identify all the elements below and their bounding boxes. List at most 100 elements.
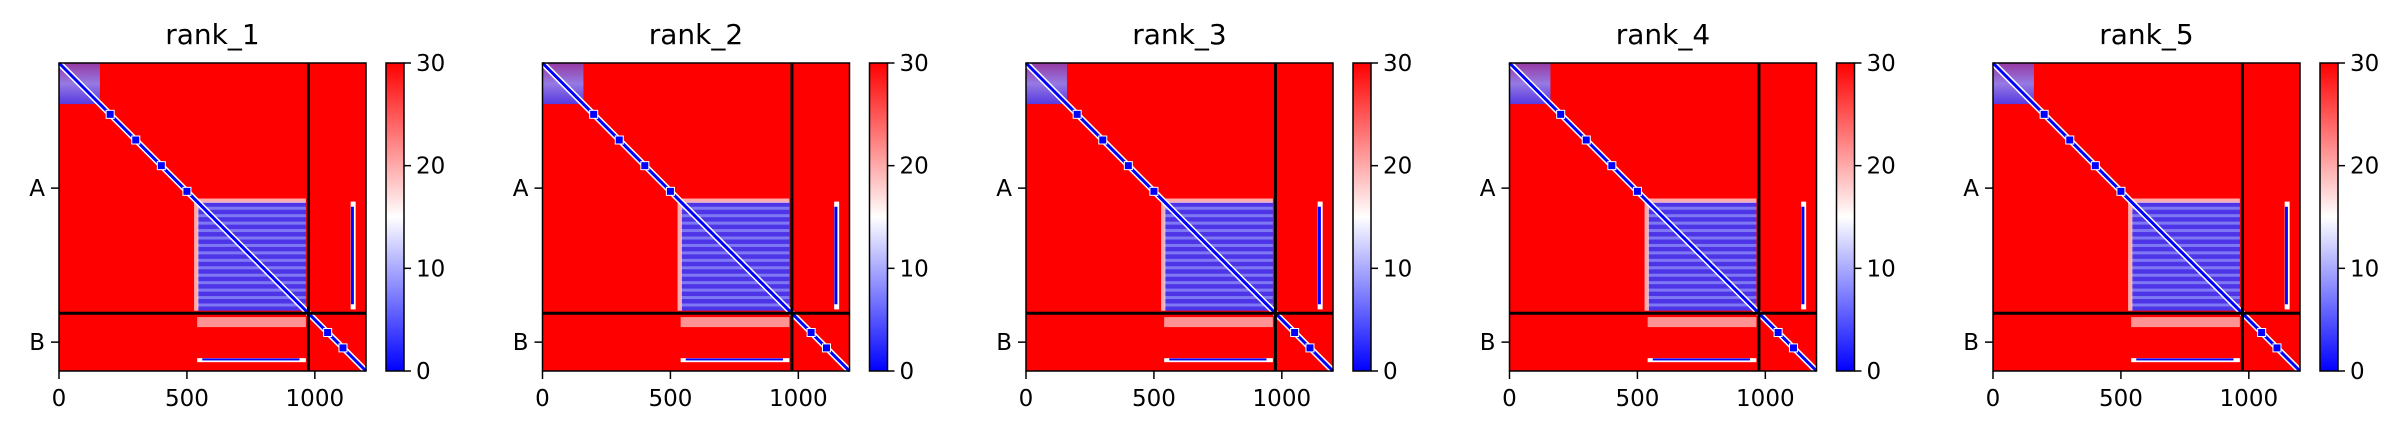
x-tick-label: 500	[165, 386, 209, 412]
heatmap-texture-stripe	[2131, 229, 2240, 233]
heatmap-texture-stripe	[680, 303, 790, 307]
heatmap-block-edge-left	[677, 201, 682, 311]
heatmap-texture-stripe	[2131, 243, 2240, 247]
heatmap-diagonal-node	[665, 186, 675, 196]
heatmap-texture-stripe	[2131, 303, 2240, 307]
heatmap-texture-stripe	[197, 266, 306, 270]
heatmap-diagonal-node	[1098, 135, 1108, 145]
colorbar	[386, 63, 404, 371]
heatmap-block-edge-top	[1647, 198, 1757, 203]
heatmap-diagonal-node	[2257, 328, 2267, 337]
panel-title: rank_5	[2099, 18, 2193, 51]
colorbar-frame	[868, 62, 889, 372]
heatmap-texture-stripe	[1164, 273, 1273, 277]
heatmap-texture-stripe	[1647, 273, 1757, 277]
heatmap-texture-stripe	[197, 236, 306, 240]
heatmap-texture-stripe	[680, 229, 790, 233]
heatmap-texture-stripe	[680, 214, 790, 218]
colorbar	[2320, 63, 2338, 371]
heatmap-diagonal-node	[806, 328, 816, 337]
heatmap-row-feature-core	[685, 358, 783, 361]
x-tick-label: 1000	[286, 386, 345, 412]
heatmap-column-feature-core	[1317, 206, 1321, 305]
heatmap-diagonal-node	[182, 186, 192, 196]
heatmap-row-feature-core	[202, 358, 300, 361]
heatmap-column-feature-core	[834, 206, 838, 305]
heatmap-texture-stripe	[197, 273, 306, 277]
heatmap-texture-stripe	[1647, 243, 1757, 247]
heatmap-column-feature-core	[2284, 206, 2288, 305]
heatmap-texture-stripe	[2131, 281, 2240, 285]
colorbar-frame	[1835, 62, 1856, 372]
heatmap-texture-stripe	[680, 296, 790, 300]
heatmap-texture-stripe	[1164, 243, 1273, 247]
heatmap-texture-stripe	[197, 296, 306, 300]
heatmap-diagonal-node	[1773, 328, 1783, 337]
panel-1: rank_1 0 500 1000 A B 0 10 20 30	[29, 18, 445, 412]
colorbar-tick-label: 20	[1383, 154, 1412, 180]
heatmap-texture-stripe	[1647, 236, 1757, 240]
heatmap-texture-stripe	[2131, 266, 2240, 270]
y-tick-label: A	[513, 176, 529, 202]
heatmap-texture-stripe	[2131, 288, 2240, 292]
plot-frame	[58, 62, 367, 372]
plot-frame	[1025, 62, 1334, 372]
heatmap-block-edge-top	[680, 198, 790, 203]
heatmap-texture-stripe	[197, 281, 306, 285]
heatmap-row-band	[2131, 317, 2240, 328]
heatmap-block-edge-left	[1161, 201, 1166, 311]
colorbar-tick-label: 0	[900, 359, 915, 385]
panel-5: rank_5 0 500 1000 A B 0 10 20 30	[1963, 18, 2379, 412]
heatmap-diagonal-node	[105, 109, 115, 119]
colorbar-tick-label: 0	[1867, 359, 1882, 385]
heatmap-texture-stripe	[1164, 229, 1273, 233]
heatmap-texture-stripe	[197, 229, 306, 233]
colorbar-tick-label: 30	[1383, 51, 1412, 77]
colorbar-tick-label: 0	[416, 359, 431, 385]
heatmap-texture-stripe	[197, 303, 306, 307]
heatmap-diagonal-node	[1149, 186, 1159, 196]
heatmap-row-feature-core	[1652, 358, 1750, 361]
heatmap-texture-stripe	[680, 221, 790, 225]
x-tick-label: 500	[1132, 386, 1176, 412]
panel-title: rank_1	[165, 18, 259, 51]
plot-frame	[1992, 62, 2301, 372]
heatmap-texture-stripe	[1164, 303, 1273, 307]
heatmap-texture-stripe	[680, 236, 790, 240]
colorbar-tick-label: 0	[2350, 359, 2365, 385]
y-tick-label: A	[1480, 176, 1496, 202]
heatmap-block-edge-top	[2131, 198, 2240, 203]
heatmap-texture-stripe	[1164, 288, 1273, 292]
heatmap-diagonal-node	[614, 135, 624, 145]
colorbar	[1836, 63, 1855, 371]
heatmap-diagonal-node	[2090, 161, 2100, 171]
heatmap-diagonal-node	[1581, 135, 1591, 145]
heatmap-texture-stripe	[197, 221, 306, 225]
heatmap-diagonal-node	[1607, 161, 1617, 171]
x-tick-label: 500	[648, 386, 692, 412]
colorbar-tick-label: 30	[416, 51, 445, 77]
x-tick-label: 0	[1019, 386, 1034, 412]
colorbar-tick-label: 30	[900, 51, 929, 77]
colorbar-tick-label: 20	[1867, 154, 1896, 180]
heatmap-texture-stripe	[1647, 266, 1757, 270]
heatmap-diagonal-node	[1556, 109, 1566, 119]
heatmap-texture-stripe	[1164, 221, 1273, 225]
heatmap-texture-stripe	[1164, 266, 1273, 270]
heatmap-diagonal-node	[640, 161, 650, 171]
heatmap-column-feature-core	[350, 206, 354, 305]
x-tick-label: 0	[52, 386, 67, 412]
heatmap-texture-stripe	[1164, 281, 1273, 285]
plot-frame	[1508, 62, 1818, 372]
heatmap-row-band	[1164, 317, 1273, 328]
panel-3: rank_3 0 500 1000 A B 0 10 20 30	[996, 18, 1412, 412]
heatmap-texture-stripe	[680, 288, 790, 292]
panel-title: rank_2	[649, 18, 743, 51]
y-tick-label: B	[1480, 330, 1496, 356]
heatmap-texture-stripe	[1647, 303, 1757, 307]
heatmap-texture-stripe	[197, 288, 306, 292]
y-tick-label: B	[1963, 330, 1979, 356]
heatmap-texture-stripe	[680, 273, 790, 277]
